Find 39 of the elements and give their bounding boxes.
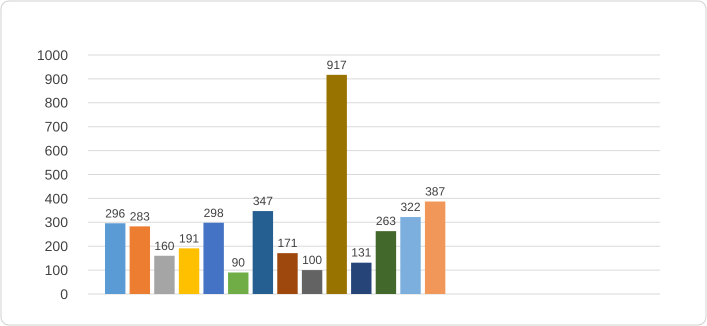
y-tick-label: 0 (60, 286, 68, 302)
data-label: 263 (376, 214, 396, 228)
bar (376, 231, 396, 294)
bar (351, 262, 372, 294)
bar (228, 272, 248, 294)
y-tick-label: 200 (44, 238, 68, 254)
bar (326, 74, 347, 294)
data-label: 90 (232, 255, 246, 270)
y-tick-label: 500 (44, 166, 68, 182)
y-tick-label: 900 (44, 70, 68, 87)
data-label: 917 (326, 58, 348, 72)
y-tick-label: 1000 (36, 46, 68, 63)
data-label: 387 (425, 184, 446, 199)
data-label: 160 (154, 238, 175, 253)
data-label: 347 (252, 194, 274, 208)
bar (105, 223, 126, 294)
bar (424, 202, 446, 294)
data-label: 191 (179, 231, 200, 246)
bar (252, 211, 274, 294)
data-label: 322 (400, 200, 421, 214)
bar (203, 222, 224, 294)
bar (154, 256, 175, 294)
data-label: 100 (302, 253, 322, 268)
y-tick-label: 600 (44, 142, 68, 158)
bar (178, 248, 200, 294)
data-label: 171 (277, 236, 298, 250)
y-tick-label: 300 (44, 214, 68, 230)
y-tick-label: 400 (44, 190, 68, 206)
bar (130, 226, 150, 294)
data-label: 283 (130, 209, 150, 224)
y-tick-label: 100 (44, 262, 68, 278)
data-label: 131 (351, 246, 372, 260)
data-label: 296 (105, 206, 126, 220)
data-label: 298 (204, 206, 224, 220)
bar (277, 253, 298, 294)
bar (302, 270, 322, 294)
y-tick-label: 700 (44, 118, 68, 135)
y-tick-label: 800 (44, 94, 68, 111)
bar (400, 217, 421, 294)
